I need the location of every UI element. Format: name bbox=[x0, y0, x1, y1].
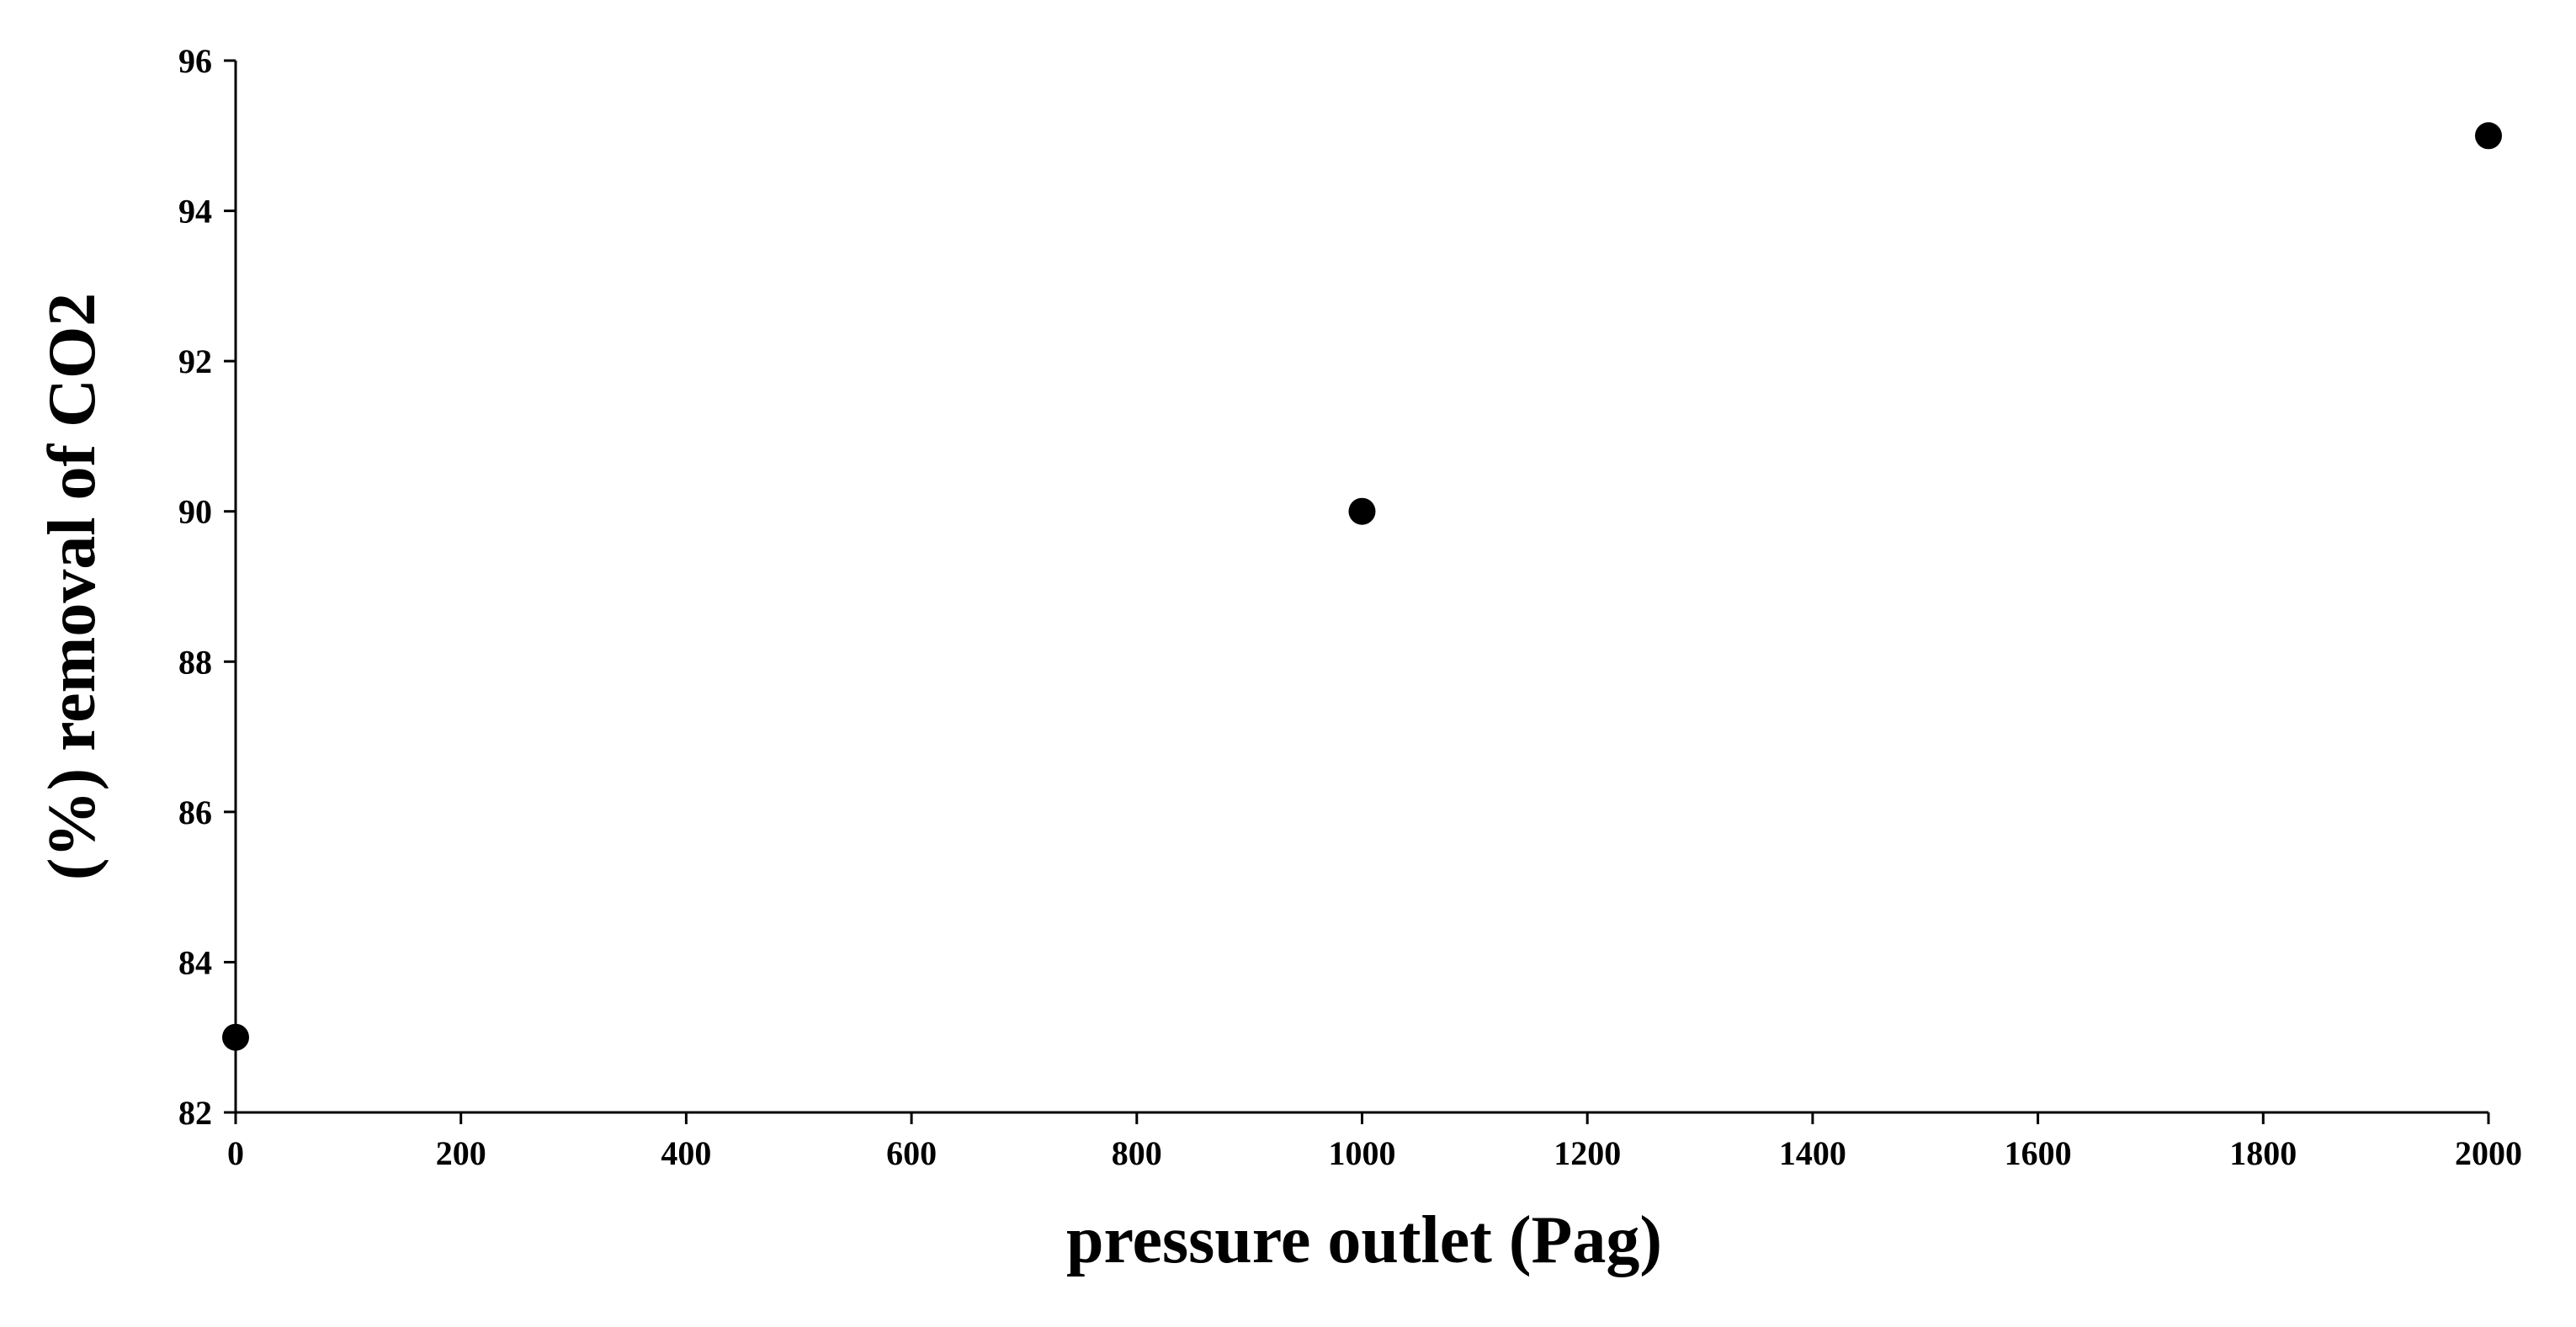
scatter-point bbox=[2475, 122, 2502, 150]
y-tick-label: 94 bbox=[178, 193, 212, 231]
y-tick-label: 90 bbox=[178, 493, 212, 531]
y-tick-label: 82 bbox=[178, 1094, 212, 1132]
scatter-point bbox=[1348, 497, 1376, 525]
x-axis-title: pressure outlet (Pag) bbox=[1066, 1203, 1662, 1277]
x-tick-label: 1800 bbox=[2229, 1134, 2297, 1172]
x-tick-label: 1000 bbox=[1329, 1134, 1396, 1172]
y-tick-label: 96 bbox=[178, 42, 212, 80]
y-tick-label: 92 bbox=[178, 342, 212, 380]
x-tick-label: 0 bbox=[227, 1134, 244, 1172]
x-tick-label: 1400 bbox=[1779, 1134, 1846, 1172]
x-tick-label: 1200 bbox=[1554, 1134, 1621, 1172]
x-tick-label: 600 bbox=[886, 1134, 937, 1172]
y-tick-label: 86 bbox=[178, 794, 212, 831]
x-tick-label: 2000 bbox=[2455, 1134, 2522, 1172]
y-tick-label: 88 bbox=[178, 643, 212, 681]
y-tick-label: 84 bbox=[178, 943, 212, 981]
x-tick-label: 800 bbox=[1112, 1134, 1162, 1172]
x-tick-label: 400 bbox=[661, 1134, 711, 1172]
y-axis-title: (%) removal of CO2 bbox=[35, 293, 109, 880]
scatter-point bbox=[222, 1023, 249, 1051]
x-tick-label: 1600 bbox=[2005, 1134, 2072, 1172]
x-tick-label: 200 bbox=[436, 1134, 486, 1172]
